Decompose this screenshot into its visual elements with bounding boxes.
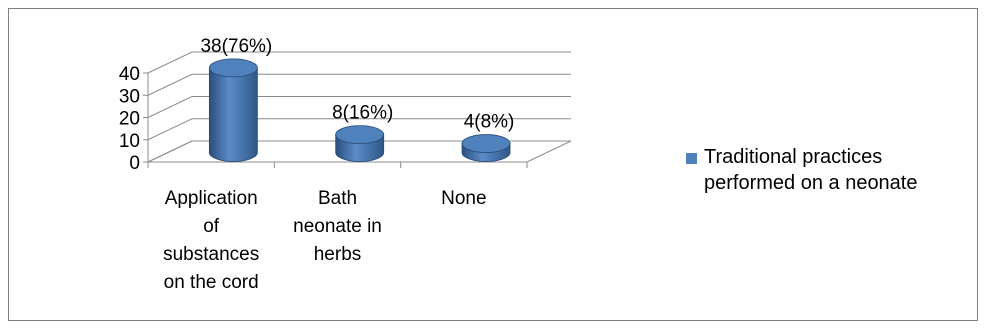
data-labels: 38(76%) 8(16%) 4(8%) xyxy=(200,36,514,133)
gridlines xyxy=(147,51,571,163)
bar xyxy=(335,125,385,162)
gridline xyxy=(147,140,571,163)
gridline xyxy=(147,73,571,96)
y-tick-label: 40 xyxy=(119,64,140,85)
bar xyxy=(208,58,258,162)
bar-top xyxy=(335,125,385,145)
data-label: 4(8%) xyxy=(464,112,515,133)
legend-label-line: performed on a neonate xyxy=(704,172,918,194)
bar xyxy=(461,134,511,162)
x-category-label: substances xyxy=(163,244,259,265)
x-category-label: Application xyxy=(165,188,258,209)
legend-label-line: Traditional practices xyxy=(704,146,883,168)
data-label: 38(76%) xyxy=(200,36,272,57)
x-category-label: herbs xyxy=(314,244,362,265)
data-label: 8(16%) xyxy=(332,103,393,124)
x-category-label: None xyxy=(441,188,486,209)
x-category-label: neonate in xyxy=(293,216,382,237)
gridline xyxy=(147,96,571,118)
x-category-label: on the cord xyxy=(164,272,259,293)
legend-swatch xyxy=(686,153,697,164)
bar-top xyxy=(208,58,258,78)
y-tick-label: 0 xyxy=(129,153,140,174)
x-axis-category-labels: Application of substances on the cord Bath ne… xyxy=(163,188,486,293)
gridline xyxy=(147,118,571,141)
bar-series xyxy=(208,58,511,162)
y-tick-label: 20 xyxy=(119,109,140,130)
gridline xyxy=(147,51,571,74)
y-tick-label: 10 xyxy=(119,131,140,152)
y-tick-label: 30 xyxy=(119,86,140,107)
x-category-label: of xyxy=(203,216,220,237)
bar-top xyxy=(461,134,511,153)
legend-label: Traditional practices performed on a neo… xyxy=(704,144,976,196)
bar-body xyxy=(208,67,258,162)
chart-frame xyxy=(8,8,978,321)
axes xyxy=(143,72,528,168)
x-category-label: Bath xyxy=(318,188,357,209)
